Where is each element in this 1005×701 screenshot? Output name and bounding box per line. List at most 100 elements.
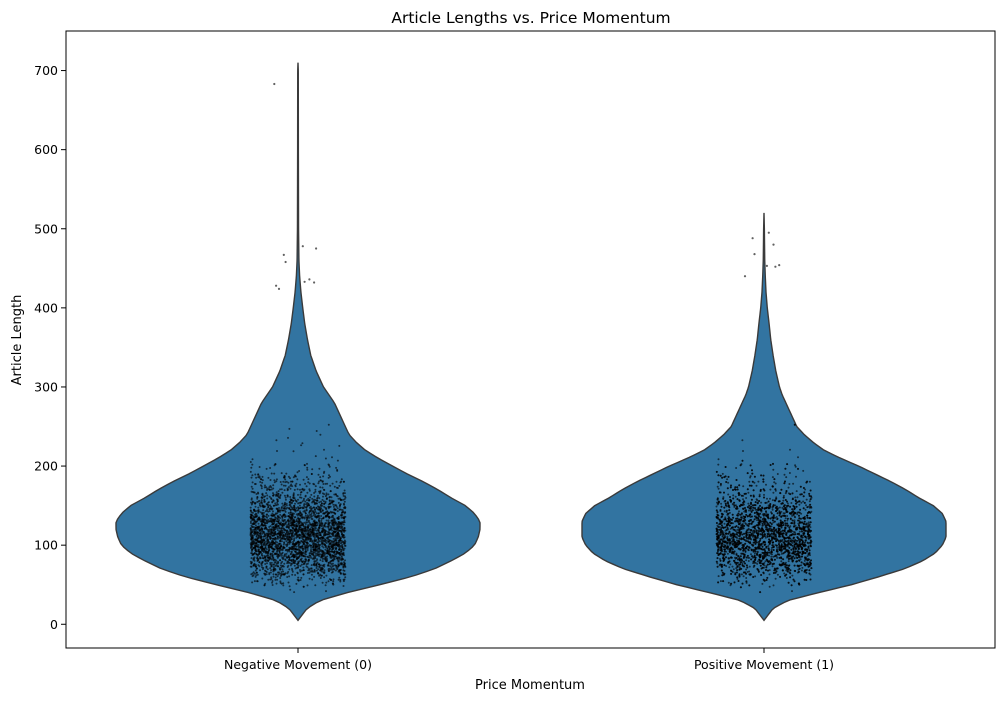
data-point xyxy=(254,538,257,541)
data-point xyxy=(306,516,309,519)
data-point xyxy=(287,570,290,573)
data-point xyxy=(732,568,735,571)
data-point xyxy=(286,524,289,527)
data-point xyxy=(331,568,334,571)
data-point xyxy=(748,570,751,573)
data-point xyxy=(331,500,334,503)
data-point xyxy=(319,433,322,436)
data-point xyxy=(282,570,285,573)
data-point xyxy=(276,532,279,535)
data-point xyxy=(307,569,310,572)
data-point xyxy=(292,495,295,498)
data-point xyxy=(304,523,307,525)
data-point xyxy=(304,560,307,563)
data-point xyxy=(309,528,312,531)
data-point xyxy=(318,501,321,504)
data-point xyxy=(287,515,290,518)
data-point xyxy=(332,526,335,529)
data-point xyxy=(308,577,311,580)
data-point xyxy=(335,530,337,533)
data-point xyxy=(344,566,347,568)
data-point xyxy=(264,545,267,547)
data-point xyxy=(272,566,275,569)
data-point xyxy=(322,495,324,498)
data-point xyxy=(269,525,272,528)
data-point xyxy=(320,538,322,541)
data-point xyxy=(257,564,260,567)
data-point xyxy=(250,501,252,504)
data-point xyxy=(268,530,271,533)
data-point xyxy=(260,487,263,490)
data-point xyxy=(771,565,774,568)
data-point xyxy=(255,530,258,533)
data-point xyxy=(727,493,730,496)
data-point xyxy=(747,560,750,562)
data-point xyxy=(785,476,788,479)
data-point xyxy=(326,564,329,567)
data-point xyxy=(289,480,292,483)
data-point xyxy=(295,482,298,485)
data-point xyxy=(284,481,287,484)
data-point xyxy=(753,552,756,555)
data-point xyxy=(324,584,327,587)
data-point xyxy=(317,532,319,535)
data-point xyxy=(266,522,268,525)
data-point xyxy=(277,565,279,568)
data-point xyxy=(310,513,313,516)
data-point xyxy=(287,531,290,533)
data-point xyxy=(257,510,260,513)
data-point xyxy=(741,439,744,442)
data-point xyxy=(270,528,273,531)
data-point xyxy=(306,549,309,551)
data-point xyxy=(250,476,253,479)
data-point xyxy=(305,563,308,566)
data-point xyxy=(321,554,324,556)
data-point xyxy=(285,552,288,555)
data-point xyxy=(266,554,269,557)
data-point xyxy=(342,506,345,509)
data-point xyxy=(284,538,287,541)
data-point xyxy=(343,578,346,581)
data-point xyxy=(291,569,294,572)
data-point xyxy=(762,517,765,520)
data-point xyxy=(306,544,309,547)
data-point xyxy=(340,550,343,553)
data-point xyxy=(789,448,791,451)
data-point xyxy=(793,519,796,522)
data-point xyxy=(293,529,296,532)
data-point xyxy=(272,493,275,496)
data-point xyxy=(290,519,292,522)
data-point xyxy=(284,553,286,556)
data-point xyxy=(318,517,321,520)
data-point xyxy=(261,541,263,544)
data-point xyxy=(763,493,765,496)
data-point xyxy=(276,527,279,530)
data-point xyxy=(339,579,342,581)
data-point xyxy=(253,572,256,575)
data-point xyxy=(342,511,345,513)
data-point xyxy=(277,520,280,523)
data-point xyxy=(258,532,261,535)
data-point xyxy=(271,507,274,510)
data-point xyxy=(342,569,345,572)
data-point xyxy=(257,546,260,549)
data-point xyxy=(287,525,290,528)
data-point xyxy=(303,497,305,500)
data-point xyxy=(317,539,320,542)
data-point xyxy=(329,521,331,524)
data-point xyxy=(291,523,294,525)
data-point xyxy=(263,539,266,542)
data-point xyxy=(290,552,292,555)
data-point xyxy=(321,486,324,489)
data-point xyxy=(292,497,295,500)
data-point xyxy=(342,498,344,501)
data-point xyxy=(306,462,308,465)
data-point xyxy=(786,519,789,522)
data-point xyxy=(280,483,283,486)
data-point xyxy=(251,534,254,537)
data-point xyxy=(264,484,266,487)
data-point xyxy=(322,564,325,567)
data-point xyxy=(313,492,316,494)
data-point xyxy=(294,567,297,570)
data-point xyxy=(291,535,294,538)
